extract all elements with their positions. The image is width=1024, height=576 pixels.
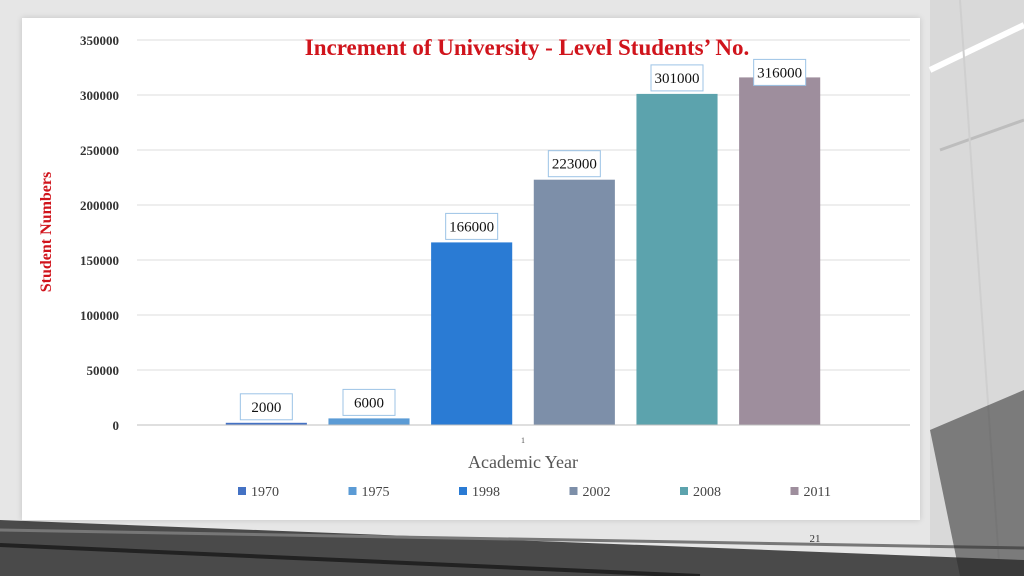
bar-1975 (328, 418, 410, 425)
legend: 1970 1975 1998 2002 2008 2011 (238, 485, 831, 500)
data-label-box-1970 (239, 393, 293, 421)
legend-swatch-2011 (790, 487, 799, 495)
legend-swatch-1970 (238, 487, 246, 495)
y-axis-title: Student Numbers (38, 172, 55, 292)
x-category-label: 1 (521, 436, 525, 445)
legend-swatch-1998 (459, 487, 467, 495)
bar-2008 (636, 93, 718, 426)
y-tick-label: 300000 (80, 88, 119, 103)
legend-label-1998: 1998 (472, 485, 500, 500)
bars (225, 77, 821, 426)
y-tick-label: 350000 (80, 33, 119, 48)
y-tick-label: 50000 (87, 363, 120, 378)
data-label-1970: 2000 (251, 400, 281, 416)
data-label-1998: 166000 (449, 219, 494, 235)
data-label-box-2002 (547, 150, 601, 178)
bar-1970 (225, 422, 307, 425)
legend-label-1975: 1975 (362, 485, 390, 500)
data-label-2002: 223000 (552, 157, 597, 173)
bar-2002 (533, 179, 615, 425)
y-axis-ticks: 0 50000 100000 150000 200000 250000 300000 3500… (80, 33, 119, 433)
data-label-1975: 6000 (354, 395, 384, 411)
legend-swatch-2002 (569, 487, 578, 495)
data-label-box-2008 (650, 64, 704, 92)
page-number: 21 (809, 533, 821, 545)
legend-label-2008: 2008 (693, 485, 721, 500)
legend-label-2002: 2002 (583, 485, 611, 500)
legend-swatch-2008 (680, 487, 688, 495)
data-label-box-1975 (342, 388, 396, 416)
y-tick-label: 150000 (80, 253, 119, 268)
data-labels: 2000 6000 166000 223000 301000 316000 (239, 58, 807, 421)
legend-label-1970: 1970 (251, 485, 279, 500)
y-tick-label: 100000 (80, 308, 119, 323)
bar-1998 (431, 242, 513, 425)
data-label-box-1998 (445, 212, 499, 240)
chart-title: Increment of University - Level Students… (305, 35, 749, 60)
legend-label-2011: 2011 (804, 485, 831, 500)
legend-swatch-1975 (348, 487, 357, 495)
y-tick-label: 0 (113, 418, 120, 433)
data-label-2008: 301000 (655, 71, 700, 87)
data-label-2011: 316000 (757, 65, 802, 81)
data-label-box-2011 (753, 58, 807, 86)
bar-2011 (739, 77, 821, 426)
y-tick-label: 200000 (80, 198, 119, 213)
y-tick-label: 250000 (80, 143, 119, 158)
x-axis-title: Academic Year (468, 452, 578, 472)
